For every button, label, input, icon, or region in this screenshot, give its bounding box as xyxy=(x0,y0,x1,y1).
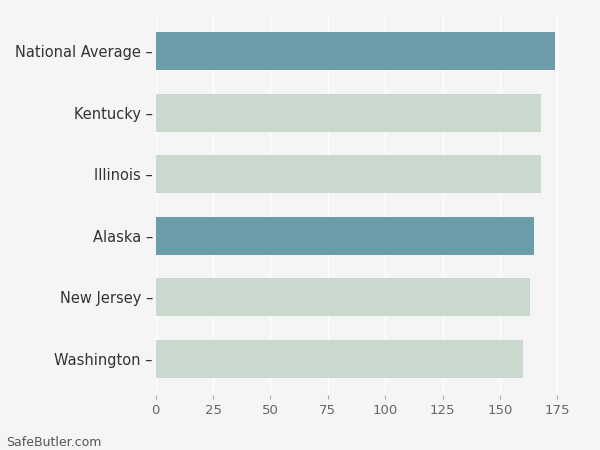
Text: SafeButler.com: SafeButler.com xyxy=(6,436,101,449)
Bar xyxy=(155,32,555,70)
Bar xyxy=(155,155,541,194)
Bar xyxy=(155,278,530,316)
Bar xyxy=(155,94,541,132)
Bar xyxy=(155,340,523,378)
Bar xyxy=(155,216,535,255)
